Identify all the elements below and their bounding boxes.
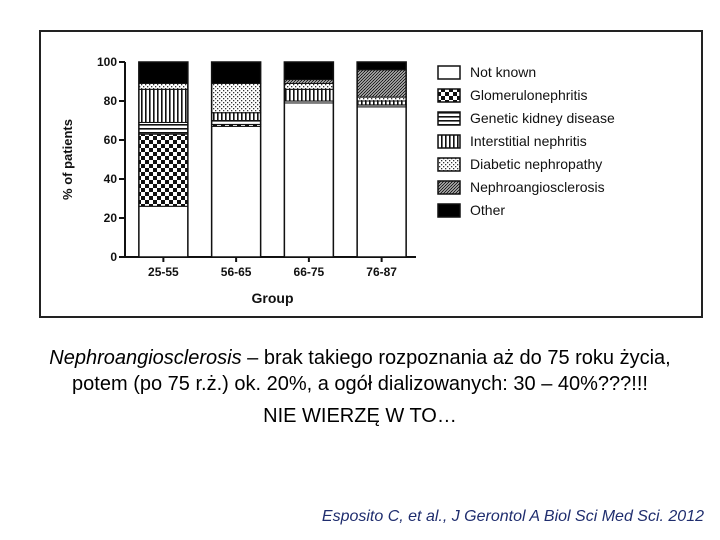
- caption-text: – brak takiego rozpoznania aż do 75 roku…: [72, 347, 671, 395]
- stacked-bar-chart: 0 20 40 60 80 100 % of patients 25-55 56-65 66-75…: [60, 55, 615, 306]
- legend-swatch-nephroangiosclerosis: [437, 180, 461, 195]
- legend: Not known Glomerulonephritis Genetic kidne…: [437, 64, 615, 218]
- legend-swatch-not-known: [437, 65, 461, 80]
- slide-caption: Nephroangiosclerosis – brak takiego rozp…: [20, 345, 700, 429]
- bar-segment-diabetic-nephropathy: [138, 82, 189, 90]
- x-tick-label: 25-55: [148, 265, 179, 279]
- legend-swatch-other: [437, 203, 461, 218]
- chart-frame: 0 20 40 60 80 100 % of patients 25-55 56-65 66-75…: [39, 30, 703, 318]
- legend-swatch-glomerulonephritis: [437, 88, 461, 103]
- caption-line-2: NIE WIERZĘ W TO…: [263, 405, 457, 427]
- legend-label: Nephroangiosclerosis: [470, 179, 605, 195]
- x-tick-label: 76-87: [366, 265, 397, 279]
- legend-swatch-diabetic-nephropathy: [437, 157, 461, 172]
- bar-segment-not-known: [211, 125, 262, 258]
- bar-segment-nephroangiosclerosis: [356, 69, 407, 98]
- y-tick-label: 100: [97, 55, 117, 69]
- bar-segment-diabetic-nephropathy: [356, 96, 407, 102]
- bar-segment-diabetic-nephropathy: [211, 82, 262, 114]
- y-tick-label: 20: [104, 211, 118, 225]
- bar-segment-interstitial-nephritis: [283, 88, 334, 102]
- legend-label: Glomerulonephritis: [470, 87, 588, 103]
- legend-label: Genetic kidney disease: [470, 110, 615, 126]
- bar-segment-other: [211, 61, 262, 84]
- bar-outline: [356, 61, 407, 258]
- bar-segment-not-known: [283, 102, 334, 258]
- bar-segment-genetic-kidney-disease: [211, 120, 262, 125]
- x-tick-label: 56-65: [221, 265, 252, 279]
- citation-authors: Esposito C, et al.: [321, 508, 443, 525]
- legend-swatch-interstitial-nephritis: [437, 134, 461, 149]
- caption-term: Nephroangiosclerosis: [49, 347, 242, 369]
- bar-segment-interstitial-nephritis: [138, 88, 189, 123]
- bar-segment-other: [283, 61, 334, 81]
- x-axis-label: Group: [252, 290, 294, 306]
- bar-outline: [138, 61, 189, 258]
- bar-segment-glomerulonephritis: [138, 133, 189, 207]
- citation-journal: J Gerontol A Biol Sci Med Sci. 2012: [451, 508, 704, 525]
- citation: Esposito C, et al., J Gerontol A Biol Sc…: [322, 508, 704, 526]
- x-tick-label: 66-75: [294, 265, 325, 279]
- bar-segment-not-known: [138, 205, 189, 258]
- bar-segment-not-known: [356, 106, 407, 258]
- bar-segment-nephroangiosclerosis: [283, 79, 334, 84]
- citation-separator: ,: [442, 508, 452, 525]
- bar-segment-other: [138, 61, 189, 84]
- caption-line-1: Nephroangiosclerosis – brak takiego rozp…: [20, 345, 700, 397]
- bar-segment-diabetic-nephropathy: [283, 82, 334, 90]
- bar-segment-other: [356, 61, 407, 71]
- y-axis-label: % of patients: [60, 119, 75, 200]
- legend-label: Interstitial nephritis: [470, 133, 587, 149]
- legend-label: Not known: [470, 64, 536, 80]
- legend-swatch-genetic-kidney-disease: [437, 111, 461, 126]
- bars: [138, 61, 407, 258]
- legend-label: Other: [470, 202, 505, 218]
- y-tick-label: 40: [104, 172, 118, 186]
- y-tick-label: 80: [104, 94, 118, 108]
- axes: 0 20 40 60 80 100 % of patients 25-55 56-65 66-75…: [60, 55, 416, 306]
- bar-outline: [283, 61, 335, 258]
- bar-outline: [210, 61, 262, 258]
- bar-segment-interstitial-nephritis: [356, 100, 407, 106]
- y-tick-label: 0: [110, 250, 117, 264]
- legend-label: Diabetic nephropathy: [470, 156, 602, 172]
- bar-segment-interstitial-nephritis: [211, 112, 262, 121]
- y-tick-label: 60: [104, 133, 118, 147]
- bar-segment-genetic-kidney-disease: [138, 121, 189, 135]
